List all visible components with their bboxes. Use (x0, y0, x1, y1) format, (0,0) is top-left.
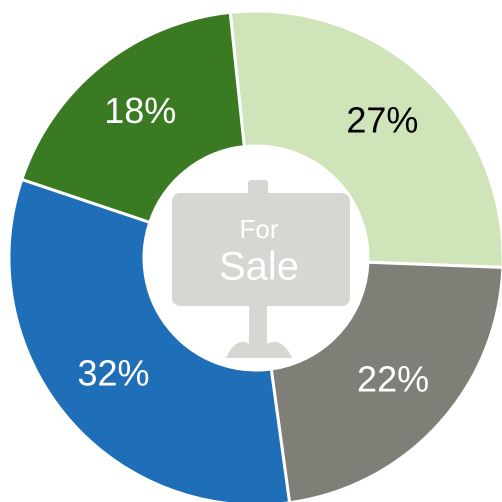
data-label: 22% (357, 359, 429, 400)
slice (228, 9, 502, 269)
slice (19, 10, 246, 225)
icon-text: Sale (219, 245, 299, 289)
slice (7, 177, 292, 502)
icon-text: For (240, 214, 279, 244)
data-label: 32% (77, 353, 149, 394)
slice (269, 260, 502, 502)
for-sale-icon: For Sale (172, 180, 350, 358)
data-label: 18% (104, 90, 176, 131)
data-label: 27% (346, 99, 418, 140)
